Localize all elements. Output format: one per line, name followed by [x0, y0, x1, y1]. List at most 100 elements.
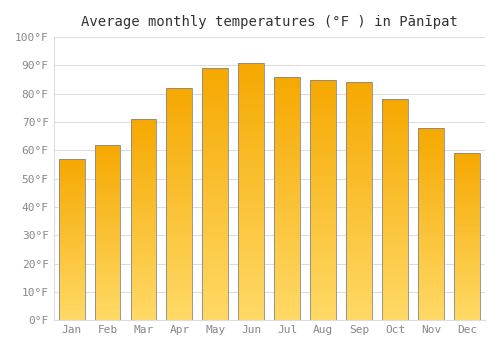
Bar [238, 141, 264, 142]
Bar [202, 89, 228, 90]
Bar [418, 188, 444, 189]
Bar [274, 234, 300, 235]
Bar [202, 158, 228, 159]
Bar [418, 275, 444, 276]
Bar [346, 85, 372, 86]
Bar [382, 284, 408, 285]
Bar [454, 303, 480, 304]
Bar [166, 214, 192, 215]
Bar [418, 165, 444, 166]
Bar [382, 190, 408, 191]
Bar [166, 309, 192, 310]
Bar [130, 119, 156, 320]
Bar [454, 313, 480, 314]
Bar [94, 296, 120, 298]
Bar [454, 230, 480, 231]
Bar [94, 295, 120, 296]
Bar [130, 280, 156, 281]
Bar [382, 118, 408, 119]
Bar [130, 198, 156, 200]
Bar [58, 214, 84, 215]
Bar [166, 181, 192, 182]
Bar [202, 144, 228, 145]
Bar [94, 306, 120, 307]
Bar [454, 306, 480, 307]
Bar [130, 129, 156, 130]
Bar [58, 215, 84, 216]
Bar [346, 189, 372, 190]
Bar [274, 252, 300, 253]
Bar [238, 213, 264, 215]
Bar [454, 181, 480, 182]
Bar [130, 291, 156, 292]
Bar [202, 108, 228, 110]
Bar [454, 216, 480, 217]
Bar [94, 232, 120, 233]
Bar [418, 272, 444, 273]
Bar [130, 234, 156, 235]
Bar [382, 189, 408, 190]
Bar [274, 95, 300, 96]
Bar [94, 278, 120, 279]
Bar [130, 208, 156, 209]
Bar [166, 222, 192, 223]
Bar [454, 210, 480, 211]
Bar [454, 278, 480, 279]
Bar [202, 176, 228, 178]
Bar [274, 145, 300, 146]
Bar [94, 258, 120, 259]
Bar [346, 205, 372, 206]
Bar [202, 213, 228, 214]
Bar [310, 193, 336, 194]
Bar [382, 308, 408, 309]
Bar [418, 183, 444, 184]
Bar [166, 248, 192, 249]
Bar [202, 131, 228, 133]
Bar [418, 173, 444, 174]
Bar [166, 216, 192, 217]
Bar [94, 166, 120, 167]
Bar [130, 231, 156, 232]
Bar [202, 280, 228, 281]
Bar [274, 141, 300, 142]
Bar [94, 303, 120, 304]
Bar [58, 197, 84, 198]
Bar [166, 183, 192, 184]
Bar [166, 175, 192, 176]
Bar [310, 217, 336, 218]
Bar [202, 164, 228, 165]
Bar [94, 262, 120, 263]
Bar [202, 308, 228, 309]
Bar [382, 294, 408, 295]
Bar [454, 211, 480, 212]
Bar [382, 100, 408, 101]
Bar [310, 162, 336, 164]
Bar [454, 227, 480, 228]
Bar [166, 111, 192, 112]
Bar [202, 150, 228, 151]
Bar [130, 158, 156, 159]
Bar [418, 251, 444, 252]
Bar [94, 147, 120, 148]
Bar [418, 206, 444, 208]
Bar [454, 178, 480, 179]
Bar [238, 68, 264, 69]
Bar [238, 112, 264, 113]
Bar [454, 213, 480, 214]
Bar [58, 262, 84, 263]
Bar [346, 229, 372, 230]
Bar [274, 104, 300, 105]
Bar [346, 161, 372, 162]
Bar [310, 189, 336, 190]
Bar [238, 207, 264, 208]
Bar [382, 194, 408, 195]
Bar [238, 116, 264, 117]
Bar [202, 290, 228, 291]
Bar [58, 284, 84, 285]
Bar [454, 297, 480, 298]
Bar [94, 146, 120, 147]
Bar [166, 253, 192, 254]
Bar [130, 178, 156, 180]
Bar [418, 225, 444, 226]
Bar [310, 130, 336, 131]
